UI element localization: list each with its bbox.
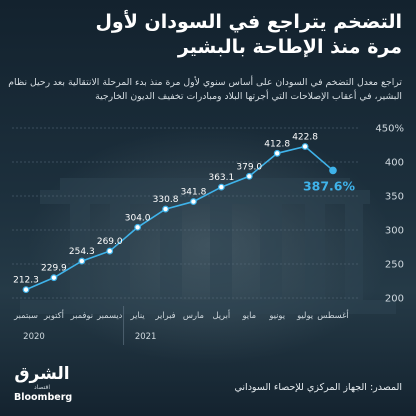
data-point (50, 274, 58, 282)
x-tick-label: سبتمبر (13, 310, 38, 320)
data-label: 254.3 (69, 247, 95, 257)
data-label: 212.3 (13, 276, 39, 286)
data-label: 412.8 (264, 139, 290, 149)
data-point (106, 247, 114, 255)
year-label: 2021 (135, 332, 157, 342)
title-line-1: التضخم يتراجع في السودان لأول (95, 11, 402, 33)
data-point (22, 286, 30, 294)
data-point (162, 205, 169, 213)
y-tick-label: 450% (375, 124, 404, 135)
page-title: التضخم يتراجع في السودان لأول مرة منذ ال… (12, 10, 402, 60)
data-point (273, 149, 281, 157)
data-point (329, 166, 337, 175)
x-tick-label: أغسطس (317, 309, 348, 320)
logo-english-text: Bloomberg (14, 392, 73, 403)
year-label: 2020 (23, 332, 45, 342)
x-tick-label: أبريل (212, 309, 230, 320)
x-tick-label: ديسمبر (96, 310, 123, 320)
title-line-2: مرة منذ الإطاحة بالبشير (177, 36, 402, 58)
x-tick-label: نوفمبر (70, 310, 93, 320)
y-tick-label: 250 (385, 260, 404, 271)
x-tick-label: يوليو (296, 310, 314, 320)
logo-sub-text: اقتصاد (33, 384, 51, 391)
data-label: 304.0 (125, 213, 151, 223)
y-tick-label: 350 (385, 192, 404, 203)
inflation-line-chart: 200 250 300 350 400 450% سبتمبر أكتوبر نوفمبر ديس… (12, 124, 404, 345)
x-tick-label: أكتوبر (43, 309, 64, 320)
source-note: المصدر: الجهاز المركزي للإحصاء السوداني (234, 382, 403, 393)
data-label: 363.1 (208, 173, 234, 183)
y-tick-label: 200 (385, 294, 404, 305)
x-tick-label: يونيو (268, 310, 285, 320)
logo-arabic-text: الشرق (14, 364, 70, 384)
x-tick-label: فبراير (154, 310, 175, 320)
data-point (134, 223, 142, 231)
asharq-bloomberg-logo: الشرق اقتصاد Bloomberg (14, 364, 73, 410)
data-point (217, 183, 225, 191)
data-label: 229.9 (41, 264, 67, 274)
y-tick-label: 400 (385, 158, 404, 169)
data-point (245, 172, 253, 180)
data-point (190, 198, 197, 205)
y-tick-label: 300 (385, 226, 404, 237)
x-tick-label: مارس (183, 310, 204, 320)
data-label: 422.8 (292, 132, 318, 142)
subtitle: تراجع معدل التضخم في السودان على أساس سن… (8, 77, 402, 102)
data-point (301, 143, 309, 150)
series-line (25, 145, 334, 291)
x-tick-label: مايو (241, 310, 256, 320)
data-label: 379.0 (236, 162, 262, 172)
data-label: 341.8 (181, 188, 207, 198)
highlight-data-label: 387.6% (303, 178, 356, 193)
data-label: 269.0 (97, 237, 123, 247)
x-tick-label: يناير (130, 310, 146, 320)
data-point (78, 257, 86, 265)
data-label: 330.8 (153, 195, 179, 205)
footer: الشرق اقتصاد Bloomberg المصدر: الجهاز ال… (0, 360, 416, 416)
